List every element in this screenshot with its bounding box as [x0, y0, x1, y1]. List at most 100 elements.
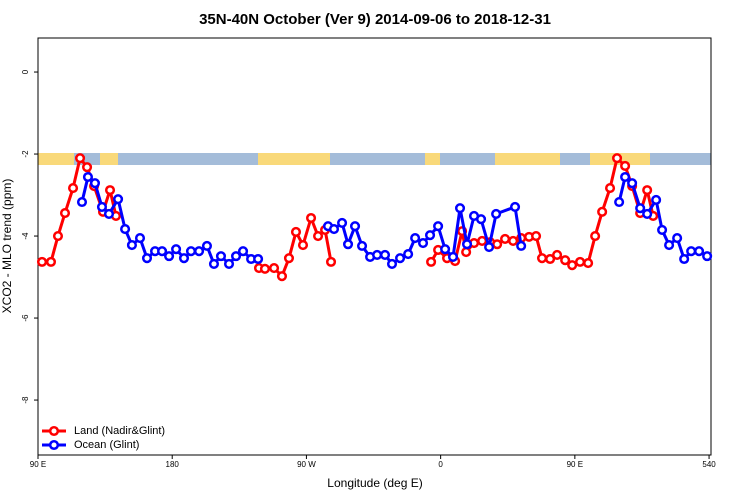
point — [664, 240, 675, 251]
point — [126, 240, 137, 251]
point — [403, 249, 414, 260]
point — [702, 251, 713, 262]
point — [215, 251, 227, 262]
point — [283, 253, 295, 264]
point — [164, 251, 175, 262]
legend-marker — [48, 425, 60, 437]
legend: Land (Nadir&Glint) Ocean (Glint) — [42, 425, 165, 451]
point — [379, 249, 391, 260]
point — [337, 217, 348, 228]
point — [269, 262, 280, 274]
point — [492, 239, 503, 250]
point — [447, 251, 459, 263]
point — [103, 208, 115, 219]
point — [516, 240, 527, 251]
point — [82, 171, 94, 183]
point — [141, 253, 153, 264]
point — [82, 162, 93, 173]
point — [201, 240, 213, 251]
y-tick-label: -6 — [21, 314, 30, 322]
point — [67, 183, 79, 194]
point — [259, 263, 271, 274]
x-tick-label: 180 — [166, 460, 180, 469]
point — [157, 246, 168, 257]
y-tick-label: -4 — [21, 232, 30, 240]
x-tick-label: 0 — [438, 460, 443, 469]
point — [356, 240, 368, 251]
point — [642, 208, 653, 219]
point — [500, 233, 511, 244]
point — [612, 153, 623, 164]
point — [237, 246, 249, 257]
point — [461, 246, 472, 258]
point — [560, 255, 571, 266]
point — [290, 226, 302, 237]
point — [635, 203, 646, 214]
x-tick-label: 90 E — [30, 460, 46, 469]
y-tick-label: -2 — [21, 150, 30, 158]
point — [96, 201, 108, 212]
land-band — [100, 153, 118, 165]
point — [627, 178, 638, 189]
point — [620, 160, 631, 171]
point — [508, 235, 519, 247]
point — [461, 239, 473, 250]
point — [536, 253, 548, 264]
point — [120, 224, 131, 235]
point — [223, 258, 235, 269]
point — [89, 178, 101, 189]
point — [36, 256, 48, 267]
point — [410, 233, 421, 244]
point — [134, 233, 146, 244]
point — [253, 253, 264, 265]
point — [305, 212, 317, 224]
point — [194, 246, 205, 257]
point — [440, 244, 451, 255]
point — [325, 256, 337, 267]
point — [386, 258, 398, 269]
point — [417, 237, 429, 249]
y-axis-label: XCO2 - MLO trend (ppm) — [0, 179, 14, 314]
point — [552, 249, 563, 260]
x-tick-label: 90 E — [567, 460, 583, 469]
legend-label: Ocean (Glint) — [74, 439, 139, 451]
point — [475, 214, 487, 225]
point — [642, 185, 653, 196]
land-band — [38, 153, 74, 165]
point — [372, 249, 383, 260]
point — [52, 230, 64, 242]
point — [342, 239, 354, 250]
point — [454, 203, 466, 214]
point — [424, 230, 436, 241]
point — [477, 235, 488, 247]
y-tick-label: 0 — [21, 69, 30, 74]
point — [651, 194, 662, 206]
point — [426, 256, 437, 267]
point — [672, 233, 683, 244]
land-band — [258, 153, 330, 165]
point — [313, 230, 324, 242]
point — [679, 253, 690, 265]
point — [328, 224, 340, 235]
point — [491, 208, 502, 219]
point — [686, 246, 697, 257]
x-tick-label: 90 W — [297, 460, 316, 469]
point — [59, 208, 71, 219]
point — [185, 246, 197, 257]
point — [395, 253, 406, 264]
point — [178, 253, 190, 264]
point — [604, 183, 616, 194]
point — [349, 221, 361, 232]
point — [104, 185, 116, 196]
point — [590, 230, 601, 242]
point — [694, 246, 705, 257]
point — [75, 153, 86, 164]
surface-mask-strip — [38, 153, 711, 165]
x-tick-label: 540 — [702, 460, 716, 469]
point — [614, 196, 625, 208]
point — [657, 224, 668, 235]
chart-title: 35N-40N October (Ver 9) 2014-09-06 to 20… — [199, 11, 551, 28]
point — [620, 171, 631, 183]
legend-marker — [48, 439, 60, 451]
